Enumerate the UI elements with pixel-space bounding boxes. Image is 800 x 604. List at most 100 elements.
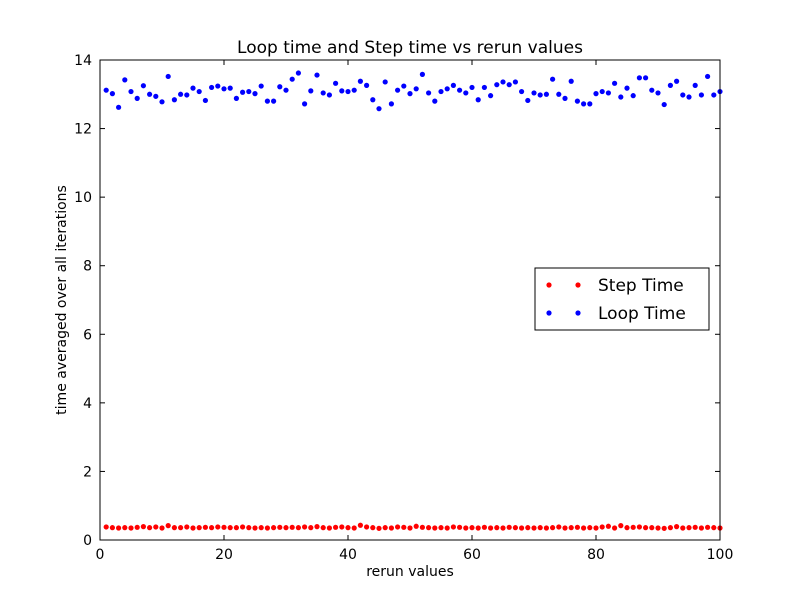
data-point (364, 524, 370, 530)
data-point (240, 89, 246, 95)
x-tick-label: 40 (339, 547, 357, 563)
data-point (494, 525, 500, 531)
data-point (159, 525, 165, 531)
data-point (698, 525, 705, 531)
plot-frame (99, 59, 721, 541)
data-point (444, 525, 450, 531)
data-point (562, 95, 568, 101)
data-point (438, 88, 444, 95)
data-point (289, 524, 295, 530)
data-point (624, 525, 630, 531)
data-point (202, 524, 208, 530)
data-point (426, 525, 432, 531)
data-point (370, 525, 376, 531)
data-point (562, 525, 568, 531)
data-point (277, 524, 283, 530)
data-point (240, 524, 246, 530)
data-point (419, 71, 425, 77)
data-point (178, 91, 184, 97)
data-point (196, 88, 202, 95)
data-point (488, 525, 494, 531)
data-point (500, 79, 506, 85)
data-point (308, 88, 314, 94)
data-point (581, 525, 587, 531)
data-point (543, 525, 550, 531)
data-point (587, 101, 593, 107)
data-point (407, 91, 413, 97)
y-tick-label: 4 (83, 396, 92, 412)
data-point (519, 525, 525, 531)
data-point (109, 91, 115, 97)
data-point (512, 525, 519, 531)
legend-loop-marker-2 (575, 310, 581, 316)
data-point (494, 82, 500, 88)
data-point (593, 91, 599, 97)
x-tick-label: 60 (463, 547, 481, 563)
data-point (184, 524, 190, 530)
data-point (550, 525, 556, 531)
data-point (692, 524, 698, 530)
data-point (550, 76, 556, 82)
data-point (370, 97, 376, 103)
data-point (432, 98, 438, 104)
data-point (165, 73, 171, 80)
data-point (537, 92, 543, 98)
data-point (209, 84, 215, 91)
data-point (711, 525, 717, 531)
x-axis-ticks: 0 20 40 60 80 100 (96, 60, 733, 563)
data-point (655, 90, 661, 96)
data-point (444, 86, 450, 92)
data-point (705, 524, 711, 530)
legend-loop-label: Loop Time (598, 304, 686, 324)
data-point (457, 87, 463, 93)
data-point (618, 523, 624, 529)
data-point (165, 523, 171, 529)
data-point (655, 525, 661, 531)
data-point (450, 524, 456, 530)
data-point (302, 524, 308, 530)
y-tick-label: 8 (83, 259, 92, 275)
data-point (357, 522, 363, 528)
data-point (599, 524, 605, 530)
data-point (140, 83, 146, 89)
data-point (159, 99, 165, 105)
data-point (103, 524, 109, 530)
data-point (326, 525, 332, 531)
data-point (277, 84, 283, 90)
data-point (388, 101, 394, 107)
data-point (295, 70, 301, 76)
data-point (711, 92, 717, 98)
data-point (283, 87, 289, 93)
series-loop-time (103, 70, 723, 112)
y-tick-label: 10 (74, 190, 92, 206)
data-point (624, 85, 630, 91)
data-point (512, 79, 519, 85)
data-point (134, 95, 140, 101)
data-point (140, 524, 146, 530)
data-point (667, 525, 674, 531)
y-tick-label: 14 (74, 53, 92, 69)
data-point (413, 86, 419, 92)
data-point (674, 524, 680, 530)
data-point (333, 524, 339, 530)
data-point (525, 525, 531, 531)
legend-box (534, 267, 710, 331)
data-point (339, 524, 345, 530)
data-point (320, 525, 326, 531)
data-point (649, 525, 655, 531)
data-point (450, 82, 456, 88)
data-point (388, 525, 394, 531)
data-point (605, 523, 612, 529)
data-point (630, 93, 636, 99)
data-point (252, 91, 258, 97)
data-point (215, 83, 221, 89)
data-point (667, 82, 674, 88)
data-point (463, 90, 469, 96)
data-point (574, 98, 581, 104)
data-point (618, 94, 624, 100)
data-point (469, 525, 475, 531)
data-point (364, 82, 370, 88)
data-point (649, 87, 655, 93)
data-point (116, 525, 122, 531)
data-point (227, 85, 233, 91)
